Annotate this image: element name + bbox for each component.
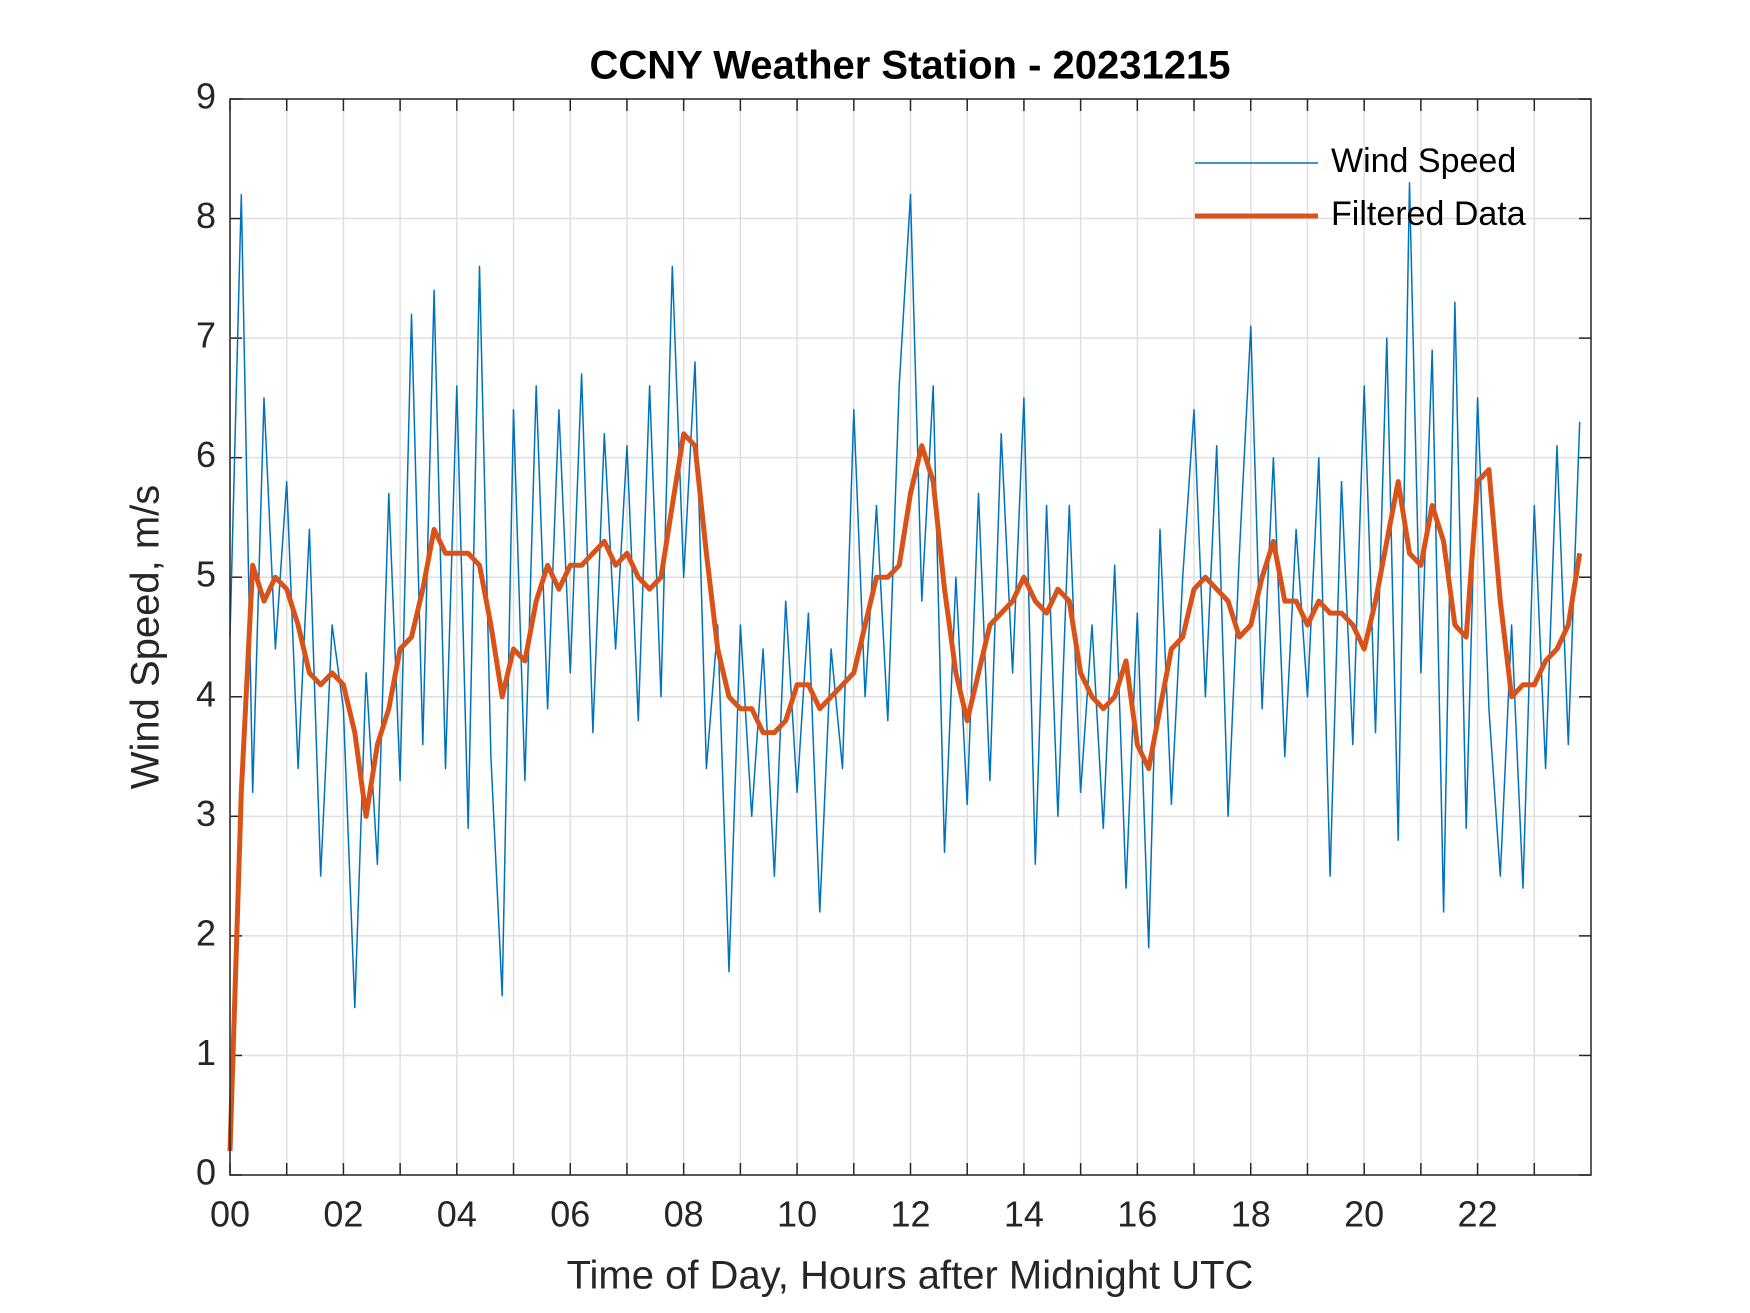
- data-line: [227, 431, 1583, 1152]
- x-tick-label: 04: [437, 1194, 477, 1235]
- x-tick-label: 00: [210, 1194, 250, 1235]
- data-line: [229, 181, 1581, 1009]
- legend-label: Filtered Data: [1331, 195, 1526, 233]
- y-axis-label: Wind Speed, m/s: [124, 485, 168, 790]
- y-tick-label: 2: [196, 912, 216, 953]
- y-tick-label: 1: [196, 1032, 216, 1073]
- x-tick-label: 12: [890, 1194, 930, 1235]
- x-tick-label: 22: [1458, 1194, 1498, 1235]
- y-tick-label: 9: [196, 76, 216, 117]
- x-tick-label: 08: [664, 1194, 704, 1235]
- legend-label: Wind Speed: [1331, 142, 1516, 180]
- y-tick-label: 3: [196, 793, 216, 834]
- y-tick-label: 5: [196, 554, 216, 595]
- y-tick-label: 4: [196, 673, 216, 714]
- y-tick-label: 7: [196, 315, 216, 356]
- x-tick-label: 02: [323, 1194, 363, 1235]
- x-tick-label: 06: [550, 1194, 590, 1235]
- y-tick-label: 6: [196, 434, 216, 475]
- x-tick-label: 20: [1344, 1194, 1384, 1235]
- x-tick-label: 18: [1231, 1194, 1271, 1235]
- x-tick-label: 10: [777, 1194, 817, 1235]
- y-tick-label: 0: [196, 1152, 216, 1193]
- y-tick-label: 8: [196, 195, 216, 236]
- chart-title: CCNY Weather Station - 20231215: [590, 44, 1231, 88]
- axes-box: [229, 98, 1592, 1176]
- x-tick-label: 16: [1117, 1194, 1157, 1235]
- x-tick-label: 14: [1004, 1194, 1044, 1235]
- x-axis-label: Time of Day, Hours after Midnight UTC: [567, 1254, 1254, 1298]
